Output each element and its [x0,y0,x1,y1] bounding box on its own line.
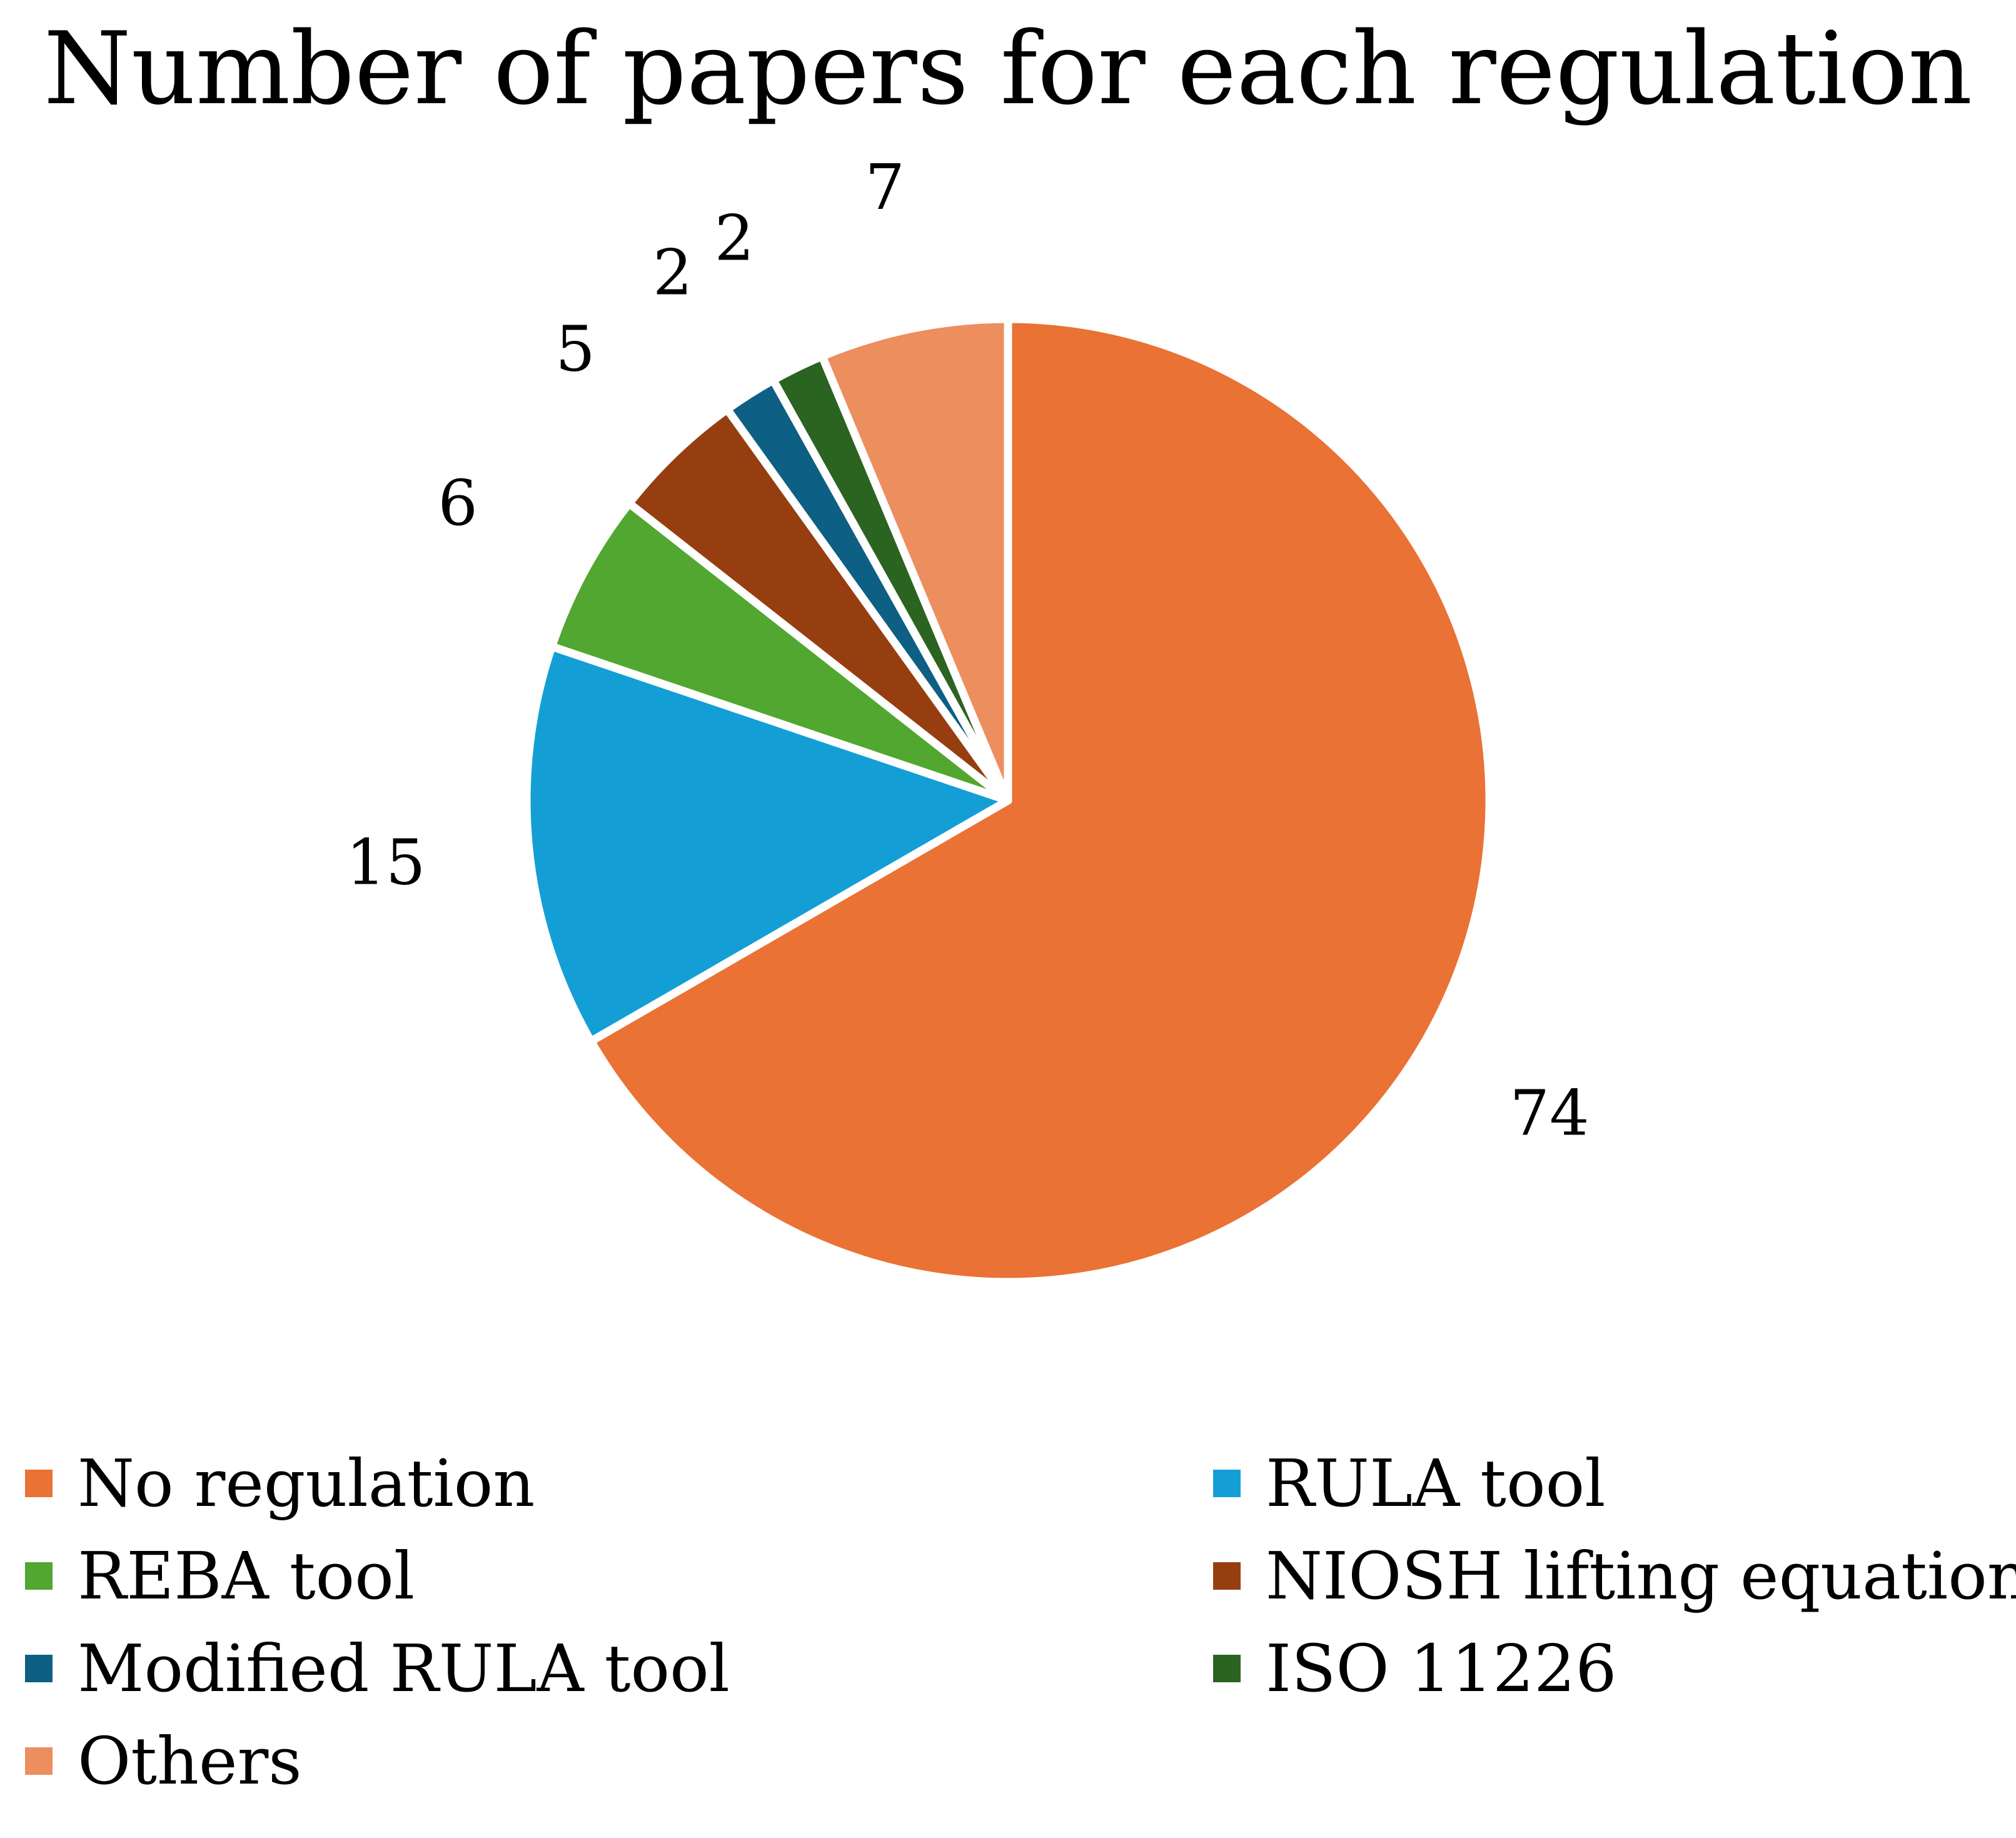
data-label: 15 [346,826,425,899]
data-label: 6 [438,467,478,540]
data-label: 74 [1509,1077,1589,1150]
pie-slice [587,315,1494,1286]
pie-slice [547,499,1012,805]
pie-slice [625,405,1012,805]
pie-slice [522,642,1012,1046]
data-label: 7 [865,151,905,224]
pie-slice [818,315,1012,805]
data-label: 2 [653,236,693,309]
data-label: 5 [555,313,595,386]
data-label: 2 [715,201,755,275]
chart-title: Number of papers for each regulation [43,10,1973,127]
